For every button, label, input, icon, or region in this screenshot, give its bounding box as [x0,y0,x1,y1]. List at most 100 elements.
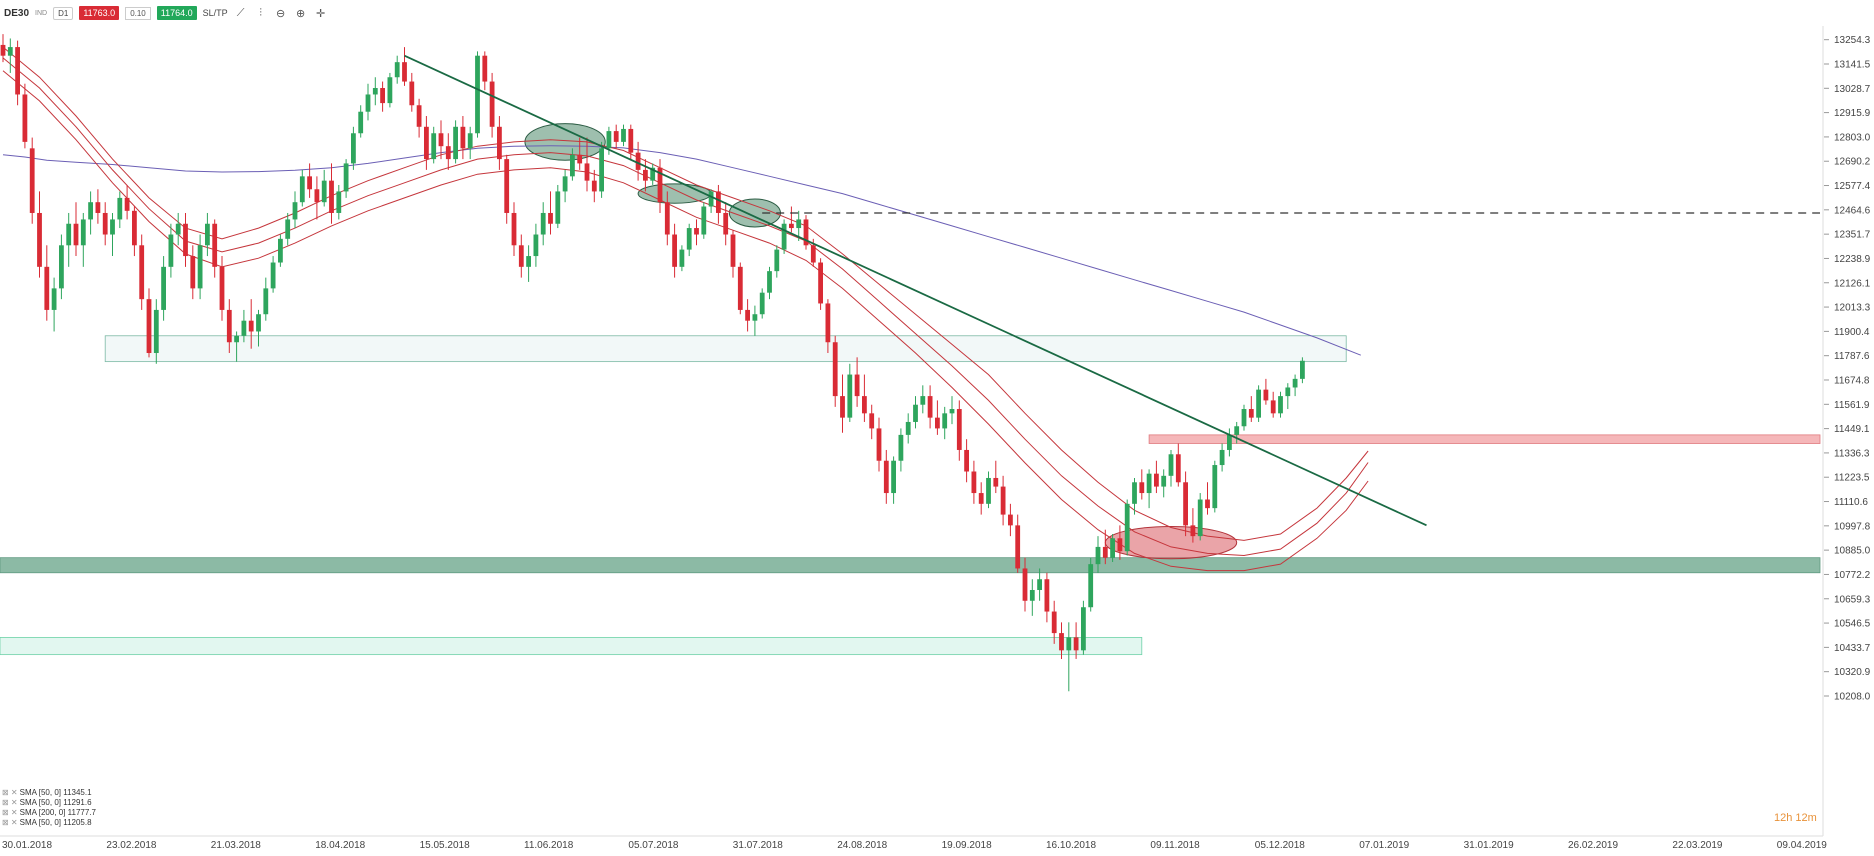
y-tick-label: 12013.3 [1834,303,1871,314]
candle [1169,450,1174,487]
candle-body [869,413,874,428]
candle [461,116,466,159]
candle-body [190,256,195,288]
candle-body [745,310,750,321]
candle-body [687,228,692,250]
indicator-row[interactable]: ⊠ ✕SMA [200, 0] 11777.7 [2,808,96,818]
remove-icon[interactable]: ⊠ ✕ [2,788,18,797]
ask-price-button[interactable]: 11764.0 [157,6,197,20]
y-tick-label: 10885.0 [1834,546,1871,557]
candle-body [826,303,831,342]
candle-body [44,267,49,310]
symbol-label[interactable]: DE30 [4,8,29,19]
candle [373,77,378,105]
candle-body [1023,568,1028,600]
indicator-row[interactable]: ⊠ ✕SMA [50, 0] 11345.1 [2,788,96,798]
candle-body [1147,474,1152,493]
candle-body [482,56,487,82]
candle-body [935,418,940,429]
candle-body [1300,361,1305,379]
zoom-in-icon[interactable]: ⊕ [294,7,308,20]
candle-body [840,396,845,418]
x-tick-label: 22.03.2019 [1672,840,1722,851]
candle [66,213,71,267]
x-tick-label: 11.06.2018 [524,840,574,851]
x-tick-label: 30.01.2018 [2,840,52,851]
candle [183,213,188,267]
candle [745,299,750,331]
zone-mint[interactable] [0,637,1142,654]
x-tick-label: 19.09.2018 [942,840,992,851]
candle-body [220,267,225,310]
candle-body [701,207,706,235]
candle [1037,568,1042,600]
trendline[interactable] [405,56,1427,526]
candle-body [680,250,685,267]
x-tick-label: 15.05.2018 [420,840,470,851]
candle [1198,493,1203,540]
candle [643,159,648,191]
timeframe-select[interactable]: D1 [53,7,73,20]
candle [1154,461,1159,493]
candle [285,213,290,245]
candle-body [760,293,765,315]
candle [1300,357,1305,383]
candle-body [351,133,356,163]
indicator-row[interactable]: ⊠ ✕SMA [50, 0] 11205.8 [2,818,96,828]
line-chart-icon[interactable]: ⟋ [234,7,248,20]
y-tick-label: 11336.3 [1834,448,1870,459]
candle [139,235,144,310]
remove-icon[interactable]: ⊠ ✕ [2,798,18,807]
candle-body [300,176,305,202]
bar-chart-icon[interactable]: ⫶ [254,7,268,20]
candle-body [964,450,969,472]
candle-body [212,224,217,267]
candle [315,176,320,219]
candle-body [1176,454,1181,482]
x-tick-label: 05.07.2018 [628,840,678,851]
zone-pink[interactable] [1149,435,1820,444]
candle-timer: 12h 12m [1774,812,1817,824]
candle-body [271,263,276,289]
candle [52,278,57,332]
candle [1256,385,1261,422]
candle-body [950,409,955,413]
candle-body [504,159,509,213]
candle-body [753,314,758,320]
candle [409,73,414,112]
sltp-button[interactable]: SL/TP [203,8,228,18]
sma-50-line-a[interactable] [3,47,1368,540]
x-tick-label: 09.04.2019 [1777,840,1827,851]
candle [650,163,655,185]
crosshair-icon[interactable]: ✛ [314,7,328,20]
candle-body [52,288,57,310]
candle [8,38,13,72]
candle-body [132,211,137,245]
candle-body [877,428,882,460]
candle-body [899,435,904,461]
candle [738,263,743,315]
candle [599,142,604,198]
bid-price-button[interactable]: 11763.0 [79,6,119,20]
candle-body [636,153,641,170]
candle-body [541,213,546,235]
x-tick-label: 05.12.2018 [1255,840,1305,851]
indicator-row[interactable]: ⊠ ✕SMA [50, 0] 11291.6 [2,798,96,808]
y-tick-label: 10320.9 [1834,667,1871,678]
candle [687,224,692,256]
remove-icon[interactable]: ⊠ ✕ [2,808,18,817]
zone-grey[interactable] [105,336,1346,362]
candle [701,202,706,239]
candle-body [563,176,568,191]
highlight-ellipse-green[interactable] [729,199,780,227]
candle-body [585,163,590,180]
candle [1161,469,1166,497]
remove-icon[interactable]: ⊠ ✕ [2,818,18,827]
candle-body [461,127,466,149]
candle [1264,379,1269,405]
zone-green[interactable] [0,558,1820,573]
candle [74,202,79,256]
zoom-out-icon[interactable]: ⊖ [274,7,288,20]
candle-body [833,342,838,396]
